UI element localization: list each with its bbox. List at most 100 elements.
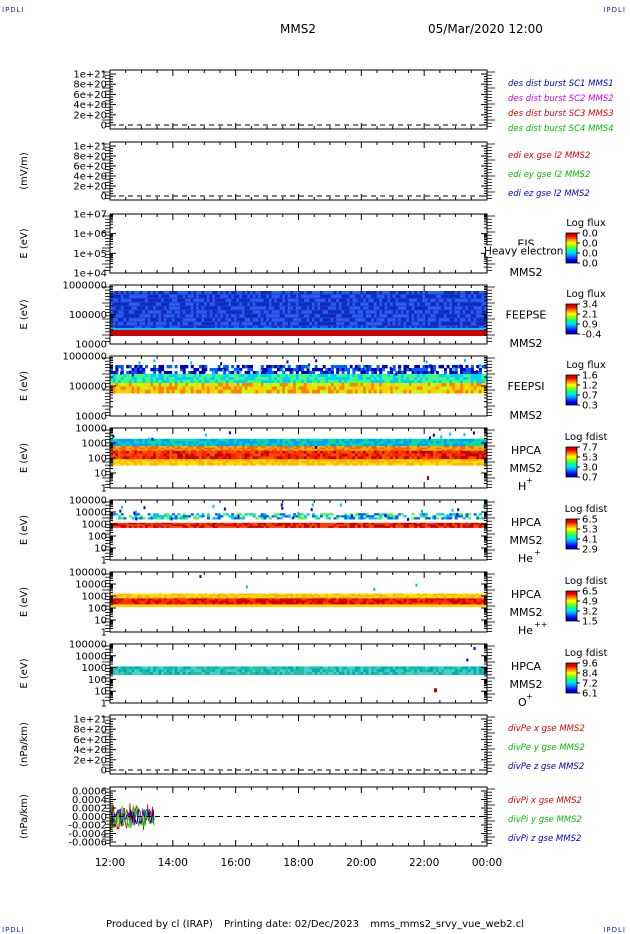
spectro-cell: [209, 438, 213, 442]
spectro-cell: [346, 298, 350, 302]
spectro-cell: [371, 443, 375, 447]
spectro-cell: [193, 318, 197, 322]
spectro-cell: [333, 294, 337, 298]
spectro-cell: [406, 374, 410, 378]
spectro-cell: [349, 314, 353, 318]
spectro-cell: [478, 374, 482, 378]
spectro-cell: [306, 377, 310, 381]
spectro-cell: [422, 302, 426, 306]
spectro-cell: [411, 377, 415, 381]
spectro-cell: [446, 456, 450, 460]
spectro-cell: [145, 310, 148, 314]
spectro-cell: [263, 294, 267, 298]
spectro-cell: [153, 446, 157, 448]
spectro-cell: [419, 386, 423, 391]
spectro-cell: [336, 371, 340, 375]
spectro-cell: [209, 314, 213, 318]
spectro-cell: [233, 456, 237, 460]
spectro-cell: [228, 322, 232, 326]
spectro-cell: [462, 291, 466, 294]
spectro-cell: [147, 302, 151, 306]
spectro-cell: [233, 322, 237, 326]
spectro-cell: [357, 441, 361, 444]
spectro-cell: [311, 291, 315, 294]
spectro-cell: [128, 318, 132, 322]
spectro-cell: [193, 377, 197, 381]
spectro-cell: [384, 453, 388, 457]
spectro-cell: [166, 449, 170, 452]
spectro-cell: [384, 463, 388, 466]
spectro-cell: [298, 302, 302, 306]
spectro-cell: [481, 314, 485, 318]
spectro-cell: [419, 294, 423, 298]
spectro-cell: [239, 449, 243, 452]
spectro-cell: [201, 389, 205, 394]
spectro-cell: [228, 318, 232, 322]
spectro-cell: [427, 450, 431, 454]
spectro-cell: [150, 383, 154, 387]
spectro-cell: [365, 463, 369, 466]
spectro-cell: [126, 306, 129, 310]
spectro-cell: [180, 326, 183, 329]
spectro-cell: [322, 326, 326, 329]
spectro-cell: [247, 389, 251, 394]
spectro-cell: [376, 453, 380, 457]
spectro-cell: [392, 380, 396, 384]
legend-entry: edi ey gse l2 MMS2: [508, 170, 590, 180]
spectro-cell: [422, 461, 426, 464]
spectro-cell: [142, 443, 146, 447]
spectro-cell: [136, 443, 140, 447]
spectro-cell: [406, 383, 410, 387]
spectro-cell: [306, 368, 310, 372]
y-axis-label: (mV/m): [19, 152, 30, 190]
spectro-cell: [282, 322, 286, 326]
spectro-cell: [147, 306, 151, 310]
spectro-cell: [142, 310, 146, 314]
spectro-cell: [387, 438, 391, 442]
spectro-cell: [476, 446, 480, 448]
spectro-cell: [398, 449, 402, 452]
spectro-cell: [163, 447, 167, 450]
spectro-cell: [416, 377, 420, 381]
spectro-cell: [266, 377, 270, 381]
spectro-cell: [371, 310, 374, 314]
spectro-cell: [274, 438, 278, 442]
spectro-cell: [258, 310, 261, 314]
legend-entry: edi ez gse l2 MMS2: [508, 189, 590, 199]
spectro-cell: [400, 383, 404, 387]
spectro-cell: [400, 291, 404, 294]
spectro-cell: [198, 365, 202, 369]
spectro-cell: [128, 380, 132, 384]
spectro-cell: [244, 386, 248, 391]
spectro-cell: [322, 450, 326, 454]
spectro-cell: [252, 314, 256, 318]
spectro-cell: [330, 326, 334, 329]
spectro-cell: [449, 450, 453, 454]
spectro-cell: [476, 389, 480, 394]
spectro-cell: [395, 459, 399, 462]
spectro-cell: [365, 383, 369, 387]
spectro-cell: [244, 374, 248, 378]
spectro-cell: [395, 449, 399, 452]
spectro-cell: [290, 377, 294, 381]
spectro-cell: [303, 456, 307, 460]
spectro-cell: [441, 306, 444, 310]
spectro-cell: [142, 383, 146, 387]
spectro-cell: [266, 389, 270, 394]
spectro-cell: [468, 326, 471, 329]
spectro-cell: [365, 459, 369, 462]
spectro-cell: [233, 438, 237, 442]
spectro-cell: [282, 461, 286, 464]
spectro-cell: [247, 453, 251, 457]
spectro-cell: [433, 318, 436, 322]
spectro-cell: [368, 322, 372, 326]
spectro-cell: [320, 298, 323, 302]
spectro-cell: [190, 322, 194, 326]
spectro-cell: [217, 383, 221, 387]
spectro-cell: [126, 302, 129, 306]
spectro-cell: [484, 449, 488, 452]
spectro-cell: [193, 310, 197, 314]
spectro-cell: [438, 294, 442, 298]
spectro-cell: [287, 443, 291, 447]
spectro-cell: [435, 456, 439, 460]
